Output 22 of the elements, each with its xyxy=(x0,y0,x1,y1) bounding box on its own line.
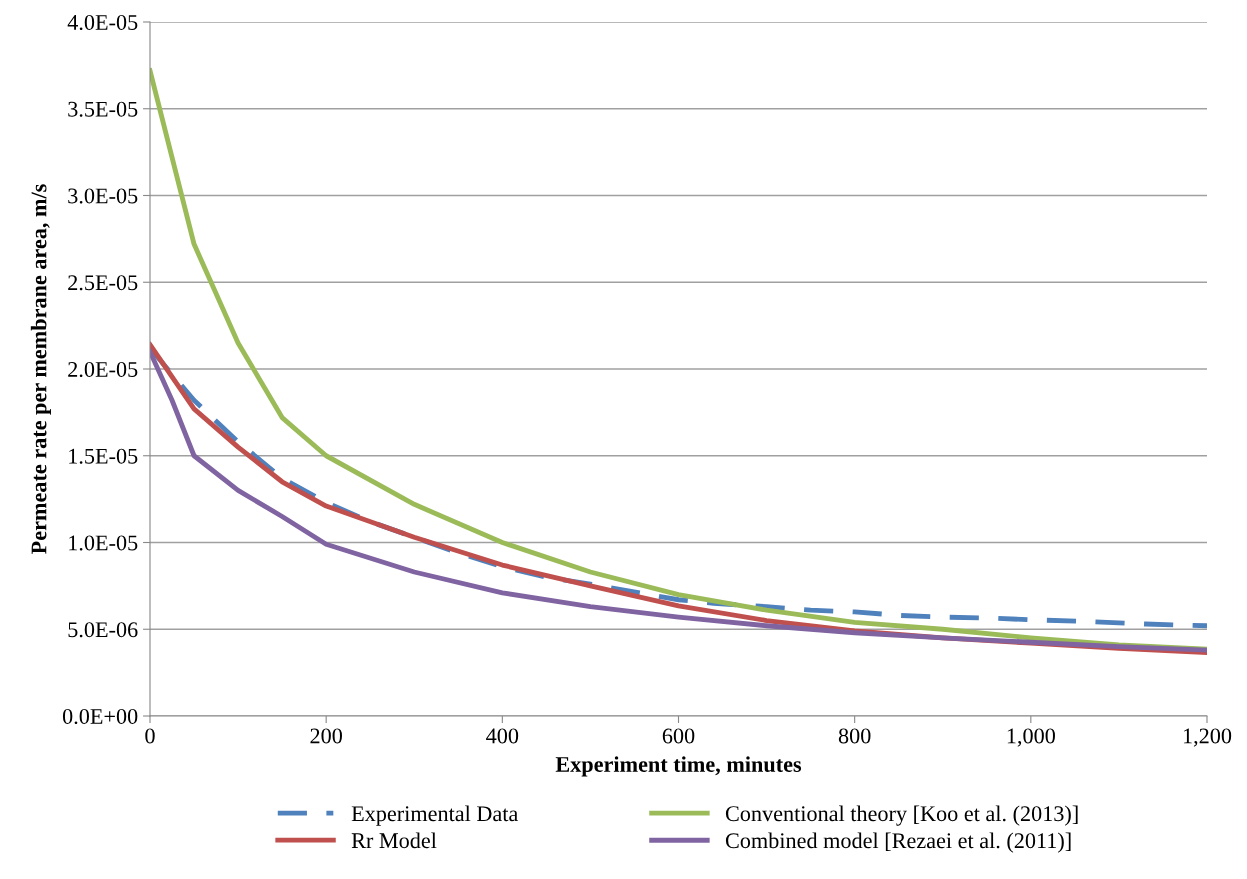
x-axis-title: Experiment time, minutes xyxy=(555,756,802,777)
x-tick-label: 400 xyxy=(486,728,519,744)
x-tick-label: 0 xyxy=(145,728,155,744)
y-tick-label: 3.5E-05 xyxy=(68,101,138,117)
x-tick-label: 800 xyxy=(838,728,871,744)
y-tick-label: 0.0E+00 xyxy=(62,708,138,725)
legend-label: Combined model [Rezaei et al. (2011)] xyxy=(725,832,1071,853)
legend-label: Conventional theory [Koo et al. (2013)] xyxy=(725,805,1078,826)
legend-label: Rr Model xyxy=(351,832,437,849)
y-tick-label: 1.0E-05 xyxy=(69,535,138,551)
y-tick-label: 1.5E-05 xyxy=(69,448,138,464)
y-tick-label: 2.0E-05 xyxy=(68,361,138,378)
x-tick-label: 200 xyxy=(310,728,342,744)
y-tick-label: 3.0E-05 xyxy=(68,188,138,204)
y-tick-label: 2.5E-05 xyxy=(68,275,138,291)
x-tick-label: 1,000 xyxy=(1007,728,1055,747)
x-tick-label: 600 xyxy=(662,728,695,744)
y-axis-title: Permeate rate per membrane area, m/s xyxy=(30,184,51,554)
y-tick-label: 4.0E-05 xyxy=(67,14,138,31)
x-tick-label: 1,200 xyxy=(1183,728,1232,747)
y-tick-label: 5.0E-06 xyxy=(68,622,138,638)
legend-label: Experimental Data xyxy=(351,805,519,826)
